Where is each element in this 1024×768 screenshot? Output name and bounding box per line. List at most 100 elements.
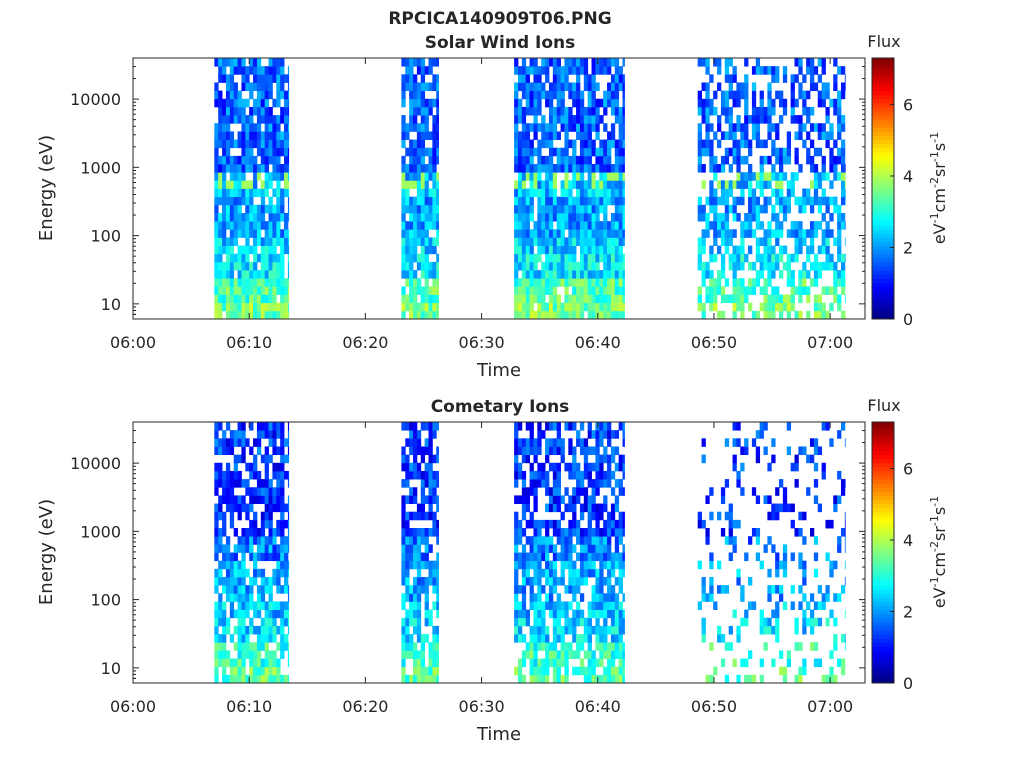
spectrogram-cell [413,164,418,173]
spectrogram-cell [579,479,585,488]
spectrogram-cell [405,66,410,75]
spectrogram-cell [218,650,223,659]
spectrogram-cell [771,74,776,83]
spectrogram-cell [253,625,258,635]
spectrogram-cell [724,221,730,230]
spectrogram-cell [809,66,815,75]
spectrogram-cell [751,82,757,92]
spectrogram-cell [287,593,290,602]
spectrogram-cell [556,462,561,472]
spectrogram-cell [568,576,573,586]
spectrogram-cell [268,123,273,132]
spectrogram-cell [798,164,803,173]
spectrogram-cell [759,422,764,431]
spectrogram-cell [545,58,550,67]
spectrogram-cell [409,617,414,627]
spectrogram-cell [740,302,745,312]
spectrogram-cell [572,585,577,594]
spectrogram-cell [225,422,231,431]
spectrogram-cell [618,212,623,222]
spectrogram-cell [268,310,273,320]
spectrogram-cell [709,511,714,521]
spectrogram-cell [517,188,523,198]
spectrogram-cell [579,106,585,116]
spectrogram-cell [268,487,273,496]
spectrogram-cell [229,196,235,206]
spectrogram-cell [276,479,281,488]
spectrogram-cell [222,495,227,504]
spectrogram-cell [548,286,554,295]
spectrogram-cell [579,609,585,619]
spectrogram-cell [249,229,254,238]
spectrogram-cell [552,560,558,570]
spectrogram-cell [779,147,784,157]
spectrogram-cell [564,196,569,206]
spectrogram-cell [610,593,616,602]
spectrogram-cell [763,245,768,255]
spectrogram-cell [424,212,429,222]
spectrogram-cell [272,446,277,456]
spectrogram-cell [428,98,433,108]
spectrogram-cell [775,511,780,521]
spectrogram-cell [595,106,600,116]
spectrogram-cell [416,470,422,480]
spectrogram-cell [618,221,623,230]
spectrogram-cell [740,82,745,92]
spectrogram-cell [416,666,422,676]
spectrogram-cell [837,658,842,668]
spectrogram-cell [576,180,581,189]
colorbar-segment [872,568,894,574]
spectrogram-cell [548,58,554,67]
spectrogram-cell [401,674,406,684]
spectrogram-cell [763,302,768,312]
spectrogram-cell [514,609,519,619]
spectrogram-cell [537,536,542,545]
spectrogram-cell [253,666,258,676]
spectrogram-cell [272,438,277,447]
spectrogram-cell [591,487,596,496]
spectrogram-cell [272,576,277,586]
spectrogram-cell [607,479,612,488]
spectrogram-cell [607,642,612,651]
colorbar-segment [872,613,894,619]
spectrogram-cell [736,123,741,132]
spectrogram-cell [537,625,542,635]
spectrogram-cell [264,650,269,659]
spectrogram-cell [798,294,803,304]
spectrogram-cell [409,650,414,659]
spectrogram-cell [401,511,406,521]
spectrogram-cell [272,568,277,578]
spectrogram-cell [833,82,838,92]
spectrogram-cell [732,536,737,545]
spectrogram-cell [525,253,530,263]
spectrogram-cell [748,261,753,271]
spectrogram-cell [287,147,290,157]
spectrogram-cell [436,634,439,643]
spectrogram-cell [420,503,426,513]
colorbar-segment [872,233,894,238]
spectrogram-cell [280,544,285,553]
spectrogram-cell [786,180,792,189]
spectrogram-cell [771,438,776,447]
spectrogram-cell [268,66,273,75]
spectrogram-cell [548,90,554,100]
spectrogram-cell [218,479,223,488]
spectrogram-cell [794,74,799,83]
spectrogram-cell [222,634,227,643]
colorbar-segment [872,458,894,464]
spectrogram-cell [416,98,422,108]
spectrogram-cell [225,658,231,668]
spectrogram-cell [222,123,227,132]
spectrogram-cell [618,253,623,263]
spectrogram-cell [790,172,795,181]
spectrogram-cell [401,294,406,304]
spectrogram-cell [564,552,569,562]
spectrogram-cell [287,536,290,545]
spectrogram-cell [249,204,254,214]
spectrogram-cell [537,446,542,456]
colorbar-segment [872,438,894,443]
spectrogram-cell [825,106,830,116]
colorbar-segment [872,487,894,492]
spectrogram-cell [564,82,569,92]
spectrogram-cell [599,221,604,230]
